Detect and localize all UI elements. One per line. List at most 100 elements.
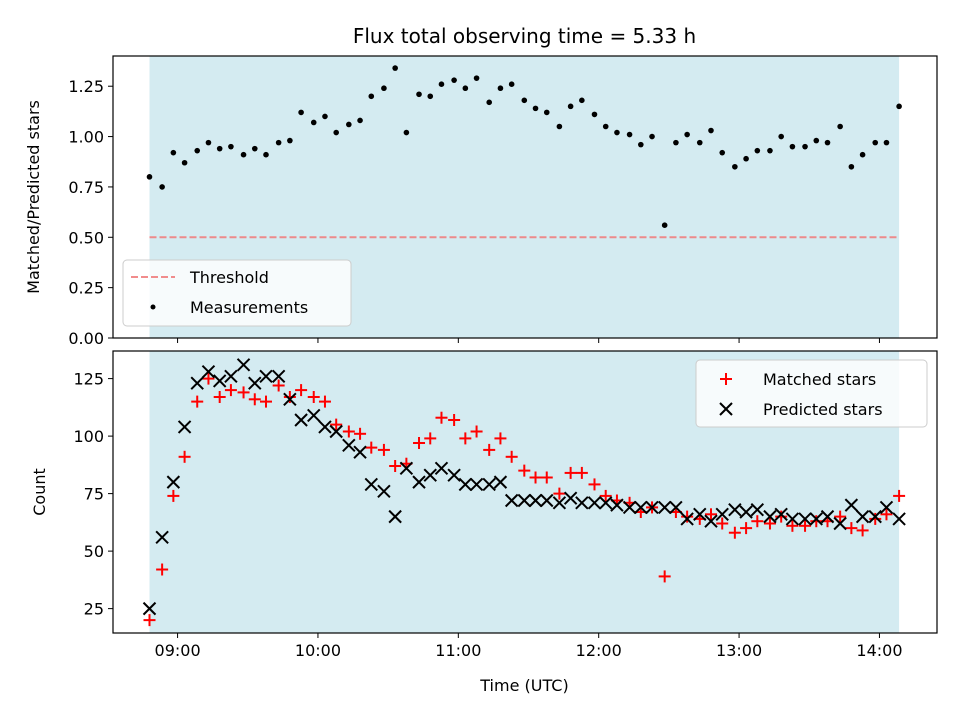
measurement-point	[416, 91, 422, 98]
measurement-point	[473, 75, 480, 81]
bottom-legend-box	[695, 359, 928, 428]
predicted-point	[342, 438, 356, 453]
predicted-point	[388, 509, 402, 524]
measurement-point	[896, 103, 902, 110]
predicted-point	[798, 512, 812, 526]
measurement-point	[451, 77, 457, 83]
measurement-point	[508, 81, 515, 87]
measurement-point	[813, 137, 820, 144]
measurement-point	[732, 163, 738, 170]
matched-point	[377, 443, 390, 456]
matched-point	[354, 427, 367, 440]
predicted-point	[622, 500, 637, 515]
matched-point	[869, 512, 882, 525]
measurement-point	[216, 145, 223, 152]
measurement-point	[883, 139, 890, 146]
measurement-point	[602, 123, 609, 130]
measurement-point	[181, 159, 188, 166]
bottom-y-tick-label: 100	[73, 427, 104, 446]
measurement-point	[696, 139, 703, 146]
matched-point	[716, 517, 729, 530]
predicted-point	[142, 601, 157, 616]
predicted-point	[517, 493, 532, 508]
measurement-point	[322, 113, 328, 120]
predicted-point	[224, 369, 238, 384]
predicted-point	[599, 496, 613, 510]
measurement-point	[357, 117, 363, 124]
measurement-point	[462, 85, 469, 92]
predicted-point	[715, 507, 729, 522]
top-y-tick-label: 1.00	[68, 128, 104, 147]
predicted-point	[307, 408, 321, 423]
measurement-point	[275, 139, 282, 146]
measurement-point	[251, 145, 258, 152]
measurement-point	[614, 129, 620, 136]
matched-point	[728, 526, 741, 539]
predicted-point	[469, 477, 484, 492]
matched-point	[505, 450, 518, 463]
predicted-legend-marker	[719, 402, 733, 416]
measurement-point	[146, 174, 153, 180]
matched-point	[845, 522, 858, 535]
predicted-point	[190, 376, 204, 390]
measurement-point	[567, 103, 574, 110]
matched-point	[763, 517, 776, 530]
matched-point	[224, 384, 237, 397]
predicted-point	[259, 369, 273, 384]
measurement-point	[754, 147, 761, 154]
matched-point	[786, 519, 799, 532]
measurement-point	[837, 123, 843, 130]
predicted-point	[680, 512, 694, 526]
bottom-y-tick-label: 75	[84, 485, 104, 504]
matched-point	[448, 414, 461, 427]
predicted-point	[236, 358, 251, 372]
measurement-point	[333, 129, 339, 136]
predicted-point	[669, 500, 683, 515]
matched-point	[248, 393, 261, 406]
measurement-point	[427, 93, 434, 100]
predicted-point	[212, 374, 227, 388]
predicted-point	[728, 503, 742, 517]
x-tick-label: 12:00	[576, 641, 622, 660]
predicted-point	[294, 413, 308, 427]
top-y-tick-label: 1.25	[68, 77, 104, 96]
matched-point	[740, 522, 753, 535]
predicted-point	[750, 503, 765, 517]
matched-legend-label: Matched stars	[763, 370, 876, 389]
predicted-point	[423, 468, 437, 482]
bottom-y-axis-label: Count	[30, 468, 49, 516]
predicted-point	[540, 493, 554, 508]
matched-point	[810, 515, 823, 528]
bottom-axes-frame	[112, 350, 938, 634]
matched-point	[342, 425, 355, 438]
matched-point	[540, 471, 553, 484]
measurement-point	[872, 139, 879, 146]
measurement-point	[649, 133, 655, 140]
matched-point	[307, 391, 320, 404]
top-axes-frame	[112, 55, 938, 339]
predicted-point	[739, 505, 753, 519]
matched-point	[588, 478, 601, 491]
measurement-point	[205, 139, 212, 146]
predicted-point	[412, 475, 426, 489]
matched-point	[202, 372, 215, 385]
predicted-point	[155, 530, 169, 545]
predicted-point	[482, 477, 496, 492]
measurement-point	[824, 139, 831, 146]
predicted-point	[833, 516, 847, 531]
matched-point	[483, 443, 496, 456]
measurement-point	[228, 143, 234, 150]
matched-point	[658, 570, 671, 583]
matched-point	[143, 614, 156, 627]
matched-point	[237, 386, 250, 399]
matched-point	[156, 563, 169, 576]
matched-point	[435, 411, 448, 424]
predicted-point	[774, 507, 788, 522]
predicted-point	[248, 376, 262, 390]
predicted-point	[377, 484, 391, 499]
x-tick-label: 14:00	[856, 641, 902, 660]
x-tick-label: 11:00	[435, 641, 481, 660]
predicted-point	[434, 461, 449, 476]
predicted-point	[820, 509, 835, 524]
top-y-tick-label: 0.75	[68, 178, 104, 197]
